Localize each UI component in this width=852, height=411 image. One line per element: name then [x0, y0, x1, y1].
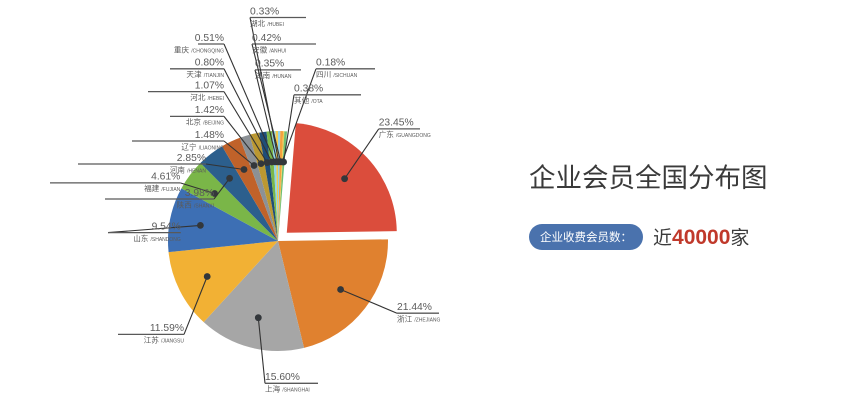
svg-text:15.60%: 15.60% [265, 372, 300, 383]
svg-text:浙江 /ZHEJIANG: 浙江 /ZHEJIANG [397, 314, 441, 324]
svg-text:9.54%: 9.54% [152, 221, 181, 232]
svg-text:0.35%: 0.35% [255, 59, 284, 70]
svg-text:湖南 /HUNAN: 湖南 /HUNAN [255, 70, 292, 80]
svg-text:0.51%: 0.51% [195, 33, 224, 44]
svg-text:其他 /OTA: 其他 /OTA [294, 95, 323, 105]
svg-text:11.59%: 11.59% [150, 323, 184, 334]
svg-text:河北 /HEBEI: 河北 /HEBEI [190, 93, 224, 102]
svg-text:1.48%: 1.48% [195, 130, 224, 141]
svg-text:1.07%: 1.07% [195, 80, 224, 91]
svg-text:0.42%: 0.42% [252, 33, 281, 44]
svg-text:天津 /TIANJIN: 天津 /TIANJIN [186, 70, 224, 79]
svg-text:2.85%: 2.85% [177, 153, 206, 164]
svg-text:安徽 /ANHUI: 安徽 /ANHUI [252, 44, 286, 54]
svg-text:辽宁 /LIAONING: 辽宁 /LIAONING [181, 141, 224, 151]
svg-text:0.38%: 0.38% [294, 84, 323, 95]
svg-text:上海 /SHANGHAI: 上海 /SHANGHAI [265, 384, 310, 394]
svg-text:湖北 /HUBEI: 湖北 /HUBEI [250, 19, 284, 28]
svg-text:0.33%: 0.33% [250, 6, 279, 17]
svg-text:0.18%: 0.18% [316, 58, 345, 69]
svg-text:0.80%: 0.80% [195, 58, 224, 69]
svg-text:福建 /FUJIAN: 福建 /FUJIAN [144, 183, 181, 193]
svg-text:重庆 /CHONGQING: 重庆 /CHONGQING [174, 44, 224, 54]
svg-text:23.45%: 23.45% [379, 118, 414, 129]
svg-text:21.44%: 21.44% [397, 302, 432, 313]
svg-text:广东 /GUANGDONG: 广东 /GUANGDONG [379, 129, 431, 139]
svg-text:江苏 /JIANGSU: 江苏 /JIANGSU [144, 335, 185, 345]
svg-text:北京 /BEIJING: 北京 /BEIJING [186, 117, 224, 127]
svg-text:3.98%: 3.98% [185, 188, 214, 199]
svg-text:1.42%: 1.42% [195, 105, 224, 116]
svg-text:四川 /SICHUAN: 四川 /SICHUAN [316, 70, 358, 79]
